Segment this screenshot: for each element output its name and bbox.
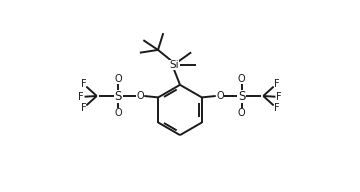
Text: F: F	[81, 103, 86, 113]
Text: F: F	[78, 92, 84, 102]
Text: O: O	[114, 74, 122, 84]
Text: O: O	[216, 91, 224, 101]
Text: Si: Si	[169, 60, 179, 70]
Text: O: O	[136, 91, 144, 101]
Text: O: O	[114, 108, 122, 118]
Text: F: F	[274, 103, 279, 113]
Text: O: O	[238, 74, 246, 84]
Text: F: F	[276, 92, 282, 102]
Text: F: F	[81, 79, 86, 89]
Text: S: S	[238, 89, 245, 103]
Text: F: F	[274, 79, 279, 89]
Text: S: S	[115, 89, 122, 103]
Text: O: O	[238, 108, 246, 118]
